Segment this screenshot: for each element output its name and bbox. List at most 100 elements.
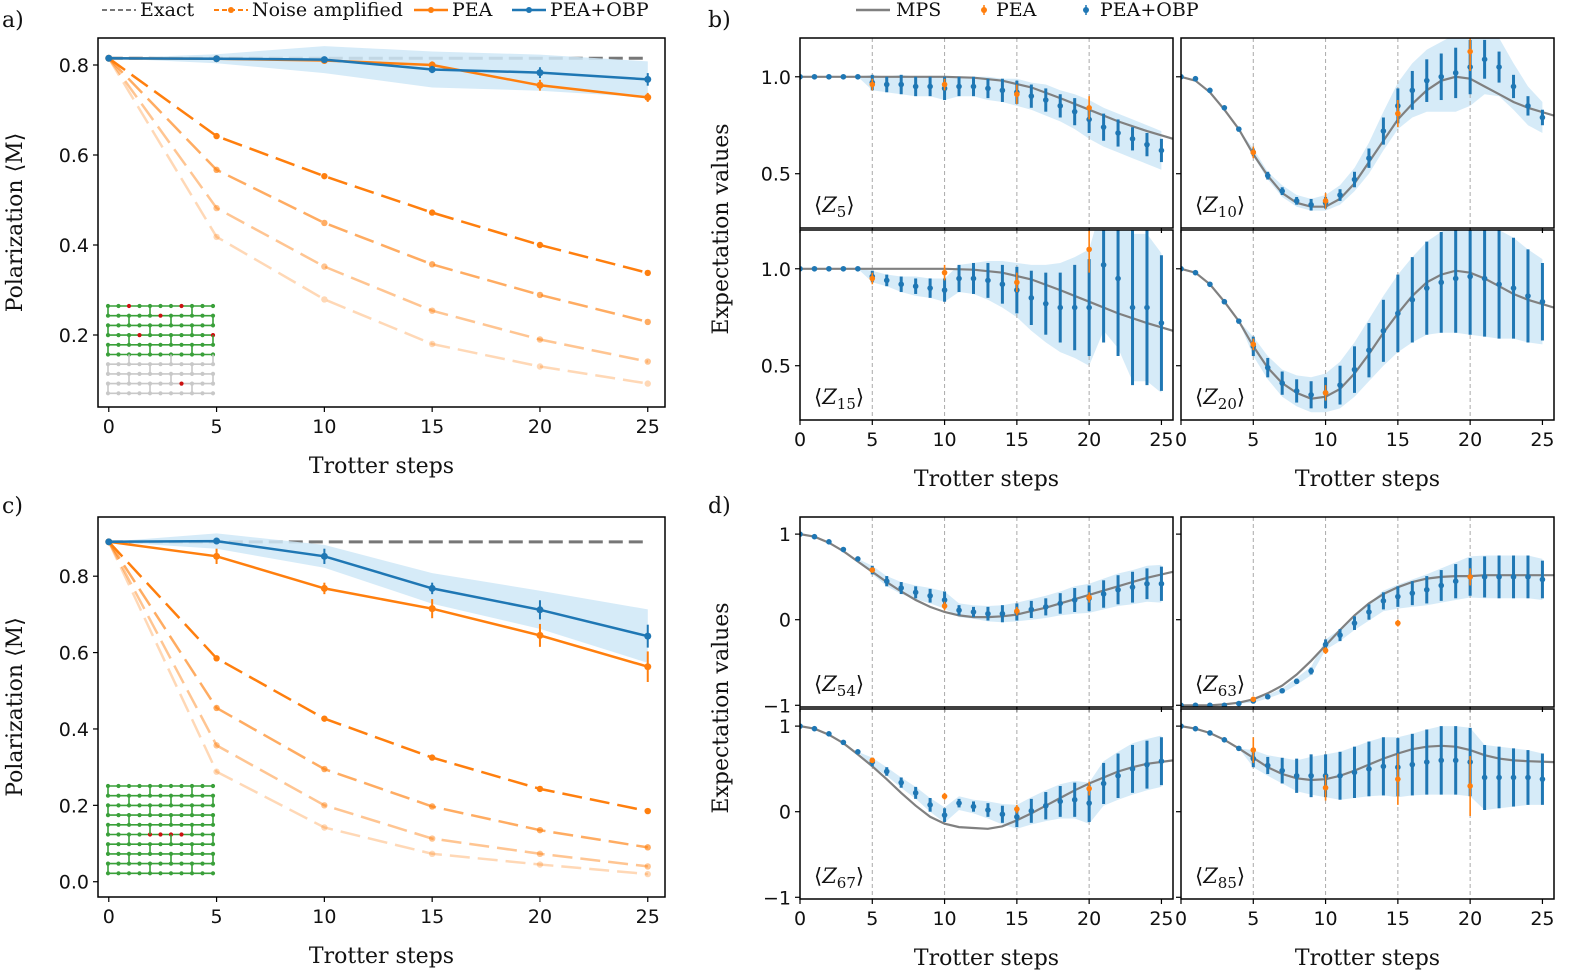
b-sub-1-obp-point-8: [912, 83, 919, 90]
b-sub-4-obp-point-11: [1337, 382, 1343, 388]
b-sub-2-obp-point-24: [1525, 103, 1531, 109]
b-ylabel: Expectation values: [709, 123, 734, 334]
c-pea-point-2: [320, 584, 328, 592]
a-lattice-node-6-7: [179, 362, 184, 367]
b-sub-4-obp-point-2: [1207, 281, 1213, 288]
c-lattice-node-4-2: [126, 822, 132, 827]
b-sub-1-obp-point-11: [956, 83, 962, 90]
b-sub-2-band: [1181, 38, 1543, 211]
a-lattice-node-0-7: [179, 303, 184, 309]
a-noise-3-point-2: [321, 263, 328, 270]
c-ylabel: Polarization ⟨M⟩: [3, 617, 28, 797]
b-sub-1-obp-point-3: [840, 73, 847, 80]
c-obp-point-0: [105, 538, 113, 546]
b-sub-4-xtick-label-3: 15: [1386, 429, 1410, 451]
b-sub-3-obp-point-25: [1158, 320, 1165, 326]
b-sub-4-obp-point-20: [1467, 273, 1473, 280]
d-sub-2-obp-point-4: [1236, 700, 1242, 707]
c-lattice-node-0-5: [158, 783, 163, 789]
c-lattice-node-7-7: [179, 851, 184, 857]
b-sub-2-obp-point-3: [1221, 104, 1228, 111]
d-sub-4-obp-point-3: [1221, 737, 1228, 743]
c-lattice-node-1-0: [105, 793, 111, 798]
legend-noise: Noise amplified: [252, 0, 403, 21]
d-sub-2-obp-point-23: [1510, 574, 1517, 580]
a-noise-3-point-1: [213, 204, 220, 212]
a-lattice-node-5-1: [116, 352, 121, 357]
legend-exact: Exact: [140, 0, 195, 21]
d-sub-4-frame: [1180, 708, 1555, 900]
a-noise-1-point-1: [213, 132, 220, 140]
c-lattice-node-5-1: [116, 832, 121, 837]
c-lattice-node-1-5: [158, 793, 163, 798]
c-plot-area: [105, 533, 652, 878]
a-lattice-node-9-10: [210, 391, 216, 396]
c-lattice-node-9-1: [116, 871, 121, 876]
a-noise-line-4: [107, 57, 648, 385]
b-sub-3-obp-point-24: [1144, 304, 1150, 311]
a-xlabel: Trotter steps: [309, 454, 454, 479]
d-sub-3-obp-point-4: [855, 748, 861, 755]
d-sub-3-obp-point-9: [927, 802, 933, 808]
d-xlabel-1: Trotter steps: [914, 946, 1059, 971]
b-sub-3-xtick-label-2: 10: [932, 429, 956, 451]
c-lattice-node-2-1: [116, 803, 121, 808]
c-lattice-node-8-1: [116, 861, 121, 866]
b-sub-3-obp-point-21: [1100, 262, 1107, 268]
a-lattice-node-2-7: [179, 323, 184, 328]
b-sub-1-pea-point-0: [869, 81, 876, 88]
a-noise-4-point-1: [213, 233, 220, 241]
legend-obp: PEA+OBP: [550, 0, 649, 21]
d-sub-3-obp-point-23: [1129, 766, 1136, 772]
a-pea-point-4: [536, 81, 544, 89]
c-obp-line: [108, 539, 649, 638]
b-sub-4-pea-point-0: [1250, 341, 1257, 348]
b-sub-1-frame: [799, 37, 1174, 229]
b-sub-3-xtick-label-4: 20: [1077, 429, 1101, 451]
b-sub-4-obp-point-25: [1539, 298, 1546, 305]
legend-pea: PEA: [452, 0, 493, 21]
a-lattice-node-3-3: [137, 333, 142, 338]
d-sub-1-obp-point-17: [1042, 604, 1049, 610]
b-sub-1-obp-point-7: [898, 81, 905, 88]
b-sub-3-obp-point-10: [941, 287, 948, 293]
c-lattice-node-0-9: [200, 783, 205, 789]
d-sub-2-obp-point-6: [1264, 693, 1271, 700]
b-sub-1-obp-point-23: [1129, 136, 1136, 142]
a-noise-2-point-2: [321, 219, 328, 227]
b-sub-3-pea-point-1: [941, 269, 948, 276]
c-lattice-node-4-10: [210, 822, 216, 827]
d-sub-3-obp-point-8: [912, 790, 919, 796]
a-lattice-node-0-10: [210, 303, 216, 309]
b-sub-1-obp-point-22: [1115, 130, 1121, 136]
b-sub-4-obp-point-24: [1525, 293, 1531, 299]
a-lattice-node-8-3: [137, 381, 142, 386]
a-lattice-node-2-1: [116, 323, 121, 328]
c-noise-3-point-1: [213, 742, 220, 749]
d-sub-2-obp-point-12: [1351, 620, 1358, 626]
b-sub-3-plot-area: [800, 230, 1173, 420]
d-sub-2-pea-point-1: [1322, 647, 1329, 654]
b-sub-1-obp-point-4: [855, 73, 861, 80]
d-sub-3-obp-point-20: [1086, 800, 1092, 806]
a-noise-4-point-4: [536, 363, 544, 370]
d-sub-4-plot-area: [1181, 709, 1554, 899]
d-sub-4-obp-point-9: [1308, 772, 1314, 779]
b-sub-2-obp-point-21: [1481, 56, 1488, 63]
d-sub-3-xtick-label-3: 15: [1005, 908, 1029, 930]
d-sub-3-obp-point-10: [941, 812, 948, 818]
d-sub-1-obp-point-4: [855, 556, 861, 562]
b-sub-3-obp-point-2: [826, 265, 832, 272]
d-sub-2-pea-point-0: [1250, 696, 1257, 703]
a-lattice-node-8-9: [200, 381, 205, 386]
a-xtick-label-5: 25: [636, 416, 660, 438]
a-lattice-node-9-1: [116, 391, 121, 396]
b-sub-2-mps-line: [1181, 75, 1554, 208]
d-sub-3-pea-point-3: [1086, 785, 1092, 792]
d-sub-3-frame: [799, 708, 1174, 900]
b-sub-4-obp-point-16: [1409, 296, 1416, 303]
c-lattice-node-1-3: [137, 793, 142, 798]
b-sub-3-obp-point-4: [855, 265, 861, 272]
d-sub-4-xtick-label-2: 10: [1313, 908, 1337, 930]
b-sub-2-obp-point-1: [1192, 75, 1199, 82]
